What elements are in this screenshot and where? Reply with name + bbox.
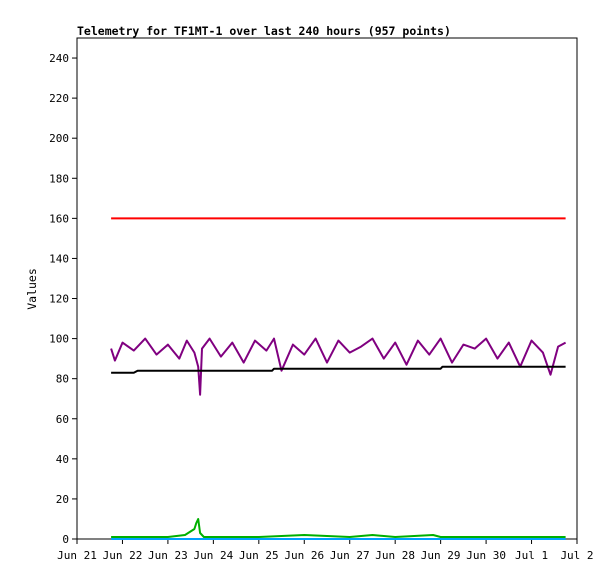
x-tick-label: Jun 29 [421, 549, 461, 562]
y-tick-label: 80 [56, 373, 69, 386]
y-tick-label: 40 [56, 453, 69, 466]
y-tick-label: 20 [56, 493, 69, 506]
series-lines [110, 217, 567, 540]
y-tick-label: 220 [49, 92, 69, 105]
y-axis-label: Values [25, 268, 39, 310]
x-tick-label: Jul 2 [560, 549, 593, 562]
x-tick-label: Jun 22 [103, 549, 143, 562]
y-tick-label: 100 [49, 333, 69, 346]
y-tick-label: 140 [49, 252, 69, 265]
plot-frame [76, 37, 578, 540]
y-tick-label: 160 [49, 212, 69, 225]
y-tick-label: 60 [56, 413, 69, 426]
x-tick-label: Jun 25 [239, 549, 279, 562]
y-tick-label: 200 [49, 132, 69, 145]
y-tick-label: 240 [49, 52, 69, 65]
chart-title: Telemetry for TF1MT-1 over last 240 hour… [77, 24, 451, 38]
x-tick-label: Jun 26 [284, 549, 324, 562]
x-tick-label: Jun 23 [148, 549, 188, 562]
x-tick-label: Jun 27 [330, 549, 370, 562]
y-tick-label: 120 [49, 293, 69, 306]
x-tick-label: Jun 24 [193, 549, 233, 562]
series-line-1 [110, 337, 567, 396]
series-line-2 [111, 365, 566, 374]
y-tick-label: 0 [62, 533, 69, 546]
x-tick-label: Jun 21 [57, 549, 97, 562]
x-axis: Jun 21 Jun 22 Jun 23 Jun 24 Jun 25 Jun 26 Jun … [57, 539, 594, 562]
y-axis: 0 20 40 60 80 100 120 140 160 180 200 220 240 [49, 52, 77, 546]
y-tick-label: 180 [49, 172, 69, 185]
x-tick-label: Jul 1 [515, 549, 548, 562]
x-tick-label: Jun 28 [375, 549, 415, 562]
series-line-3 [111, 518, 566, 538]
x-tick-label: Jun 30 [466, 549, 506, 562]
